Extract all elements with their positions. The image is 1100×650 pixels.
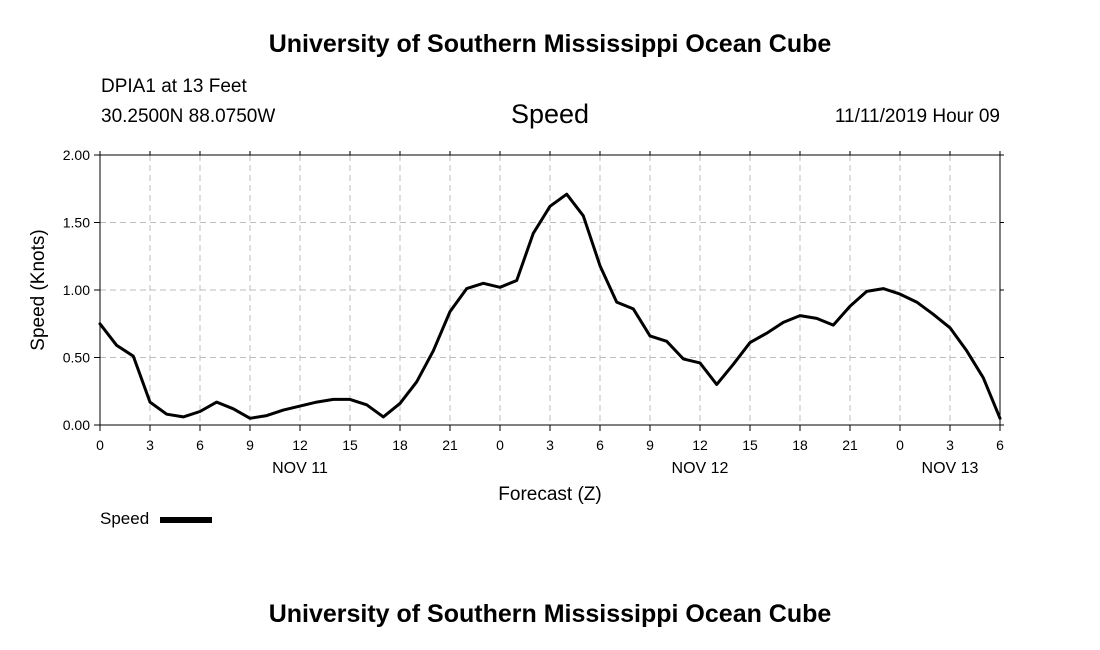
- series-line-speed: [98, 192, 1002, 420]
- legend-label: Speed: [100, 509, 150, 528]
- x-tick-label: 15: [342, 437, 358, 453]
- page-title: University of Southern Mississippi Ocean…: [268, 30, 832, 58]
- y-tick-label: 0.00: [63, 417, 90, 433]
- x-tick-label: 0: [496, 437, 504, 453]
- grid: [100, 155, 1000, 425]
- y-tick-label: 2.00: [63, 147, 90, 163]
- tick-labels: 0 3 6 9 12 15 18 21 0 3 6 9 12 15 18 21 0 3 6 0.00 0.50 1.00 1…: [63, 147, 1004, 477]
- x-tick-label: 0: [96, 437, 104, 453]
- day-label: NOV 12: [672, 460, 729, 477]
- plot-frame: [99, 154, 1001, 426]
- x-tick-label: 3: [146, 437, 154, 453]
- forecast-timestamp: 11/11/2019 Hour 09: [834, 106, 1000, 127]
- x-tick-label: 18: [792, 437, 808, 453]
- x-tick-label: 6: [596, 437, 604, 453]
- day-label: NOV 11: [272, 460, 328, 477]
- x-tick-label: 21: [442, 437, 458, 453]
- x-tick-label: 9: [246, 437, 254, 453]
- x-axis-label: Forecast (Z): [498, 484, 601, 505]
- station-name: DPIA1 at 13 Feet: [101, 76, 247, 97]
- y-tick-label: 0.50: [63, 350, 90, 366]
- day-label: NOV 13: [922, 460, 979, 477]
- x-tick-label: 0: [896, 437, 904, 453]
- x-tick-label: 18: [392, 437, 408, 453]
- chart-title: Speed: [510, 99, 590, 129]
- x-tick-label: 6: [196, 437, 204, 453]
- axis-ticks: [94, 151, 1004, 431]
- y-tick-label: 1.00: [63, 282, 90, 298]
- y-tick-label: 1.50: [63, 215, 90, 231]
- x-tick-label: 12: [292, 437, 308, 453]
- y-axis-label: Speed (Knots): [28, 229, 49, 350]
- x-tick-label: 9: [646, 437, 654, 453]
- station-coordinates: 30.2500N 88.0750W: [101, 106, 276, 127]
- footer-title: University of Southern Mississippi Ocean…: [268, 600, 832, 628]
- x-tick-label: 3: [946, 437, 954, 453]
- x-tick-label: 15: [742, 437, 758, 453]
- x-tick-label: 3: [546, 437, 554, 453]
- series: [98, 192, 1002, 420]
- legend-swatch: [160, 517, 212, 523]
- x-tick-label: 21: [842, 437, 858, 453]
- x-tick-label: 6: [996, 437, 1004, 453]
- x-tick-label: 12: [692, 437, 708, 453]
